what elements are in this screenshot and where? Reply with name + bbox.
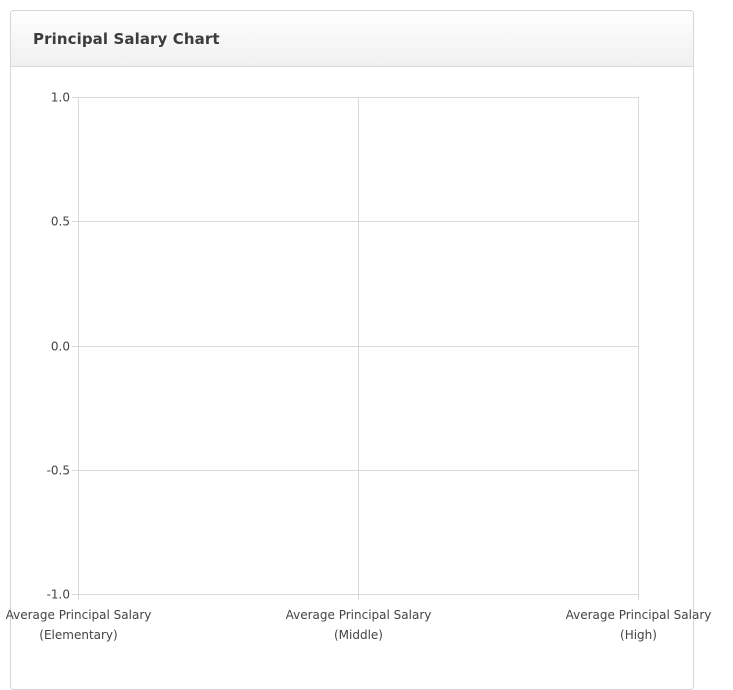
- x-tick-label: Average Principal Salary (High): [566, 608, 712, 642]
- chart-canvas: 1.0 0.5 0.0 -0.5 -1.0 Average Principal Salar…: [6, 91, 712, 643]
- y-axis: 1.0 0.5 0.0 -0.5 -1.0: [47, 91, 70, 602]
- y-tick-label: 0.0: [51, 340, 70, 354]
- chart-panel: Principal Salary Chart: [10, 10, 694, 690]
- gridlines: [72, 97, 639, 600]
- x-tick-label: Average Principal Salary (Elementary): [6, 608, 152, 642]
- panel-header: [11, 11, 693, 67]
- y-tick-label: -1.0: [47, 588, 70, 602]
- chart-title: Principal Salary Chart: [33, 30, 220, 48]
- y-tick-label: -0.5: [47, 464, 70, 478]
- y-tick-label: 0.5: [51, 215, 70, 229]
- y-tick-label: 1.0: [51, 91, 70, 105]
- x-tick-label: Average Principal Salary (Middle): [286, 608, 432, 642]
- x-axis: Average Principal Salary (Elementary) Aver…: [6, 608, 712, 642]
